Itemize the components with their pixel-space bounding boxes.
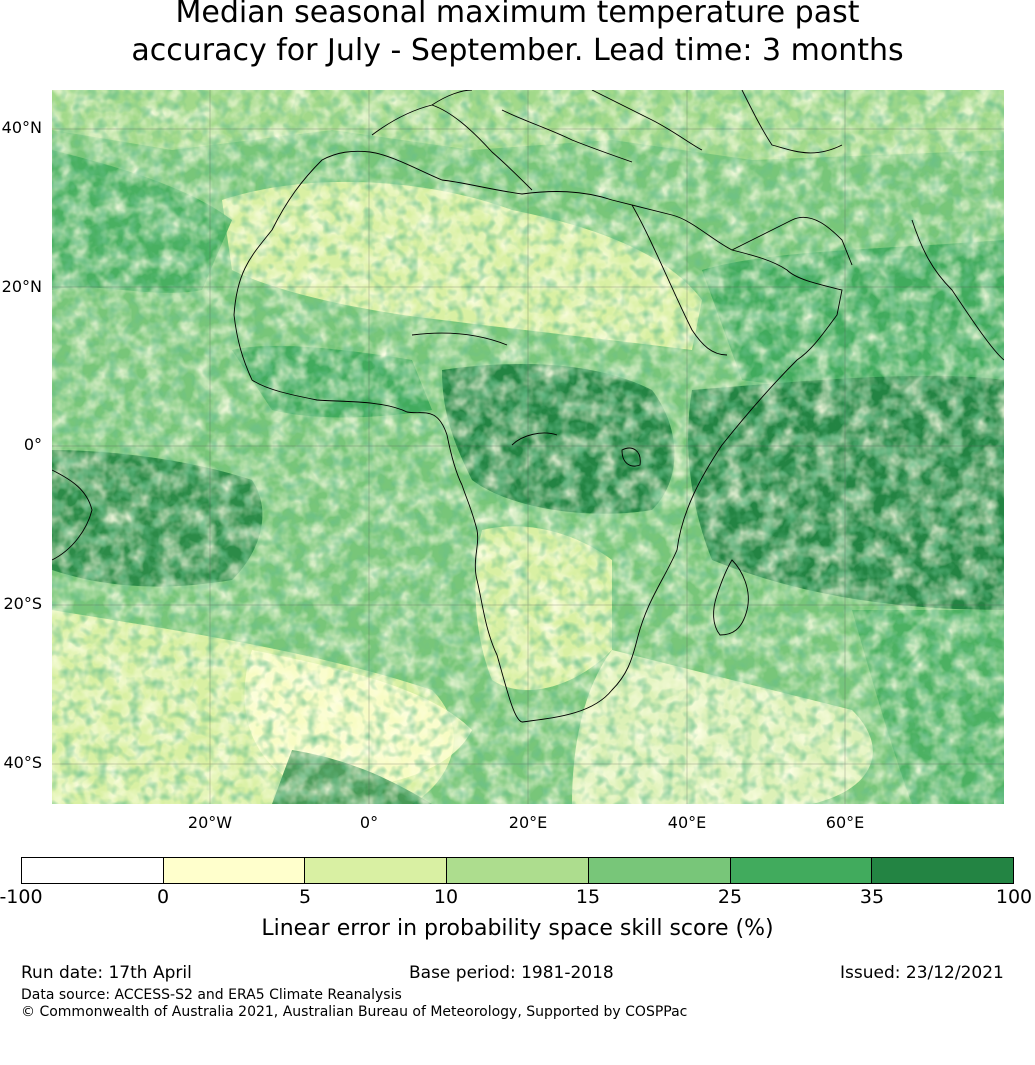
- colorbar-tick: 0: [156, 886, 170, 908]
- colorbar-segment-0: [22, 858, 163, 883]
- base-period: Base period: 1981-2018: [409, 963, 614, 983]
- madagascar-outline: [713, 559, 749, 636]
- data-source: Data source: ACCESS-S2 and ERA5 Climate …: [21, 987, 402, 1003]
- colorbar-tick: 25: [717, 886, 743, 908]
- issued-date: Issued: 23/12/2021: [840, 963, 1004, 983]
- copyright: © Commonwealth of Australia 2021, Austra…: [21, 1004, 688, 1020]
- colorbar-tick: 5: [298, 886, 312, 908]
- lat-label-equator: 0°: [23, 435, 42, 454]
- colorbar: [21, 857, 1014, 884]
- run-date: Run date: 17th April: [21, 963, 192, 983]
- colorbar-tick: -100: [0, 886, 43, 908]
- lat-label-20n: 20°N: [1, 277, 42, 296]
- lat-label-40s: 40°S: [3, 753, 42, 772]
- lon-label-20e: 20°E: [508, 813, 548, 832]
- south-america-outline: [52, 469, 93, 561]
- lat-label-20s: 20°S: [3, 594, 42, 613]
- colorbar-tick: 15: [575, 886, 601, 908]
- colorbar-label: Linear error in probability space skill …: [261, 916, 774, 941]
- map-title: Median seasonal maximum temperature past…: [0, 0, 1035, 70]
- colorbar-tick: 10: [433, 886, 459, 908]
- colorbar-segment-4: [587, 858, 730, 883]
- colorbar-segment-5: [729, 858, 872, 883]
- skill-score-map[interactable]: [52, 90, 1004, 804]
- lake-victoria-outline: [621, 447, 641, 467]
- title-line-2: accuracy for July - September. Lead time…: [131, 33, 904, 68]
- title-line-1: Median seasonal maximum temperature past: [175, 0, 860, 30]
- lon-label-0: 0°: [359, 813, 379, 832]
- gridlines: [52, 90, 1004, 804]
- colorbar-tick: 100: [995, 886, 1033, 908]
- colorbar-segment-1: [162, 858, 305, 883]
- colorbar-segment-6: [871, 858, 1014, 883]
- lon-label-40e: 40°E: [667, 813, 707, 832]
- lon-label-20w: 20°W: [187, 813, 233, 832]
- colorbar-segment-3: [446, 858, 588, 883]
- map-canvas: [52, 90, 1004, 804]
- lon-label-60e: 60°E: [825, 813, 865, 832]
- colorbar-tick: 35: [859, 886, 885, 908]
- coastlines: [52, 90, 1004, 723]
- lat-label-40n: 40°N: [1, 118, 42, 137]
- colorbar-segment-2: [304, 858, 447, 883]
